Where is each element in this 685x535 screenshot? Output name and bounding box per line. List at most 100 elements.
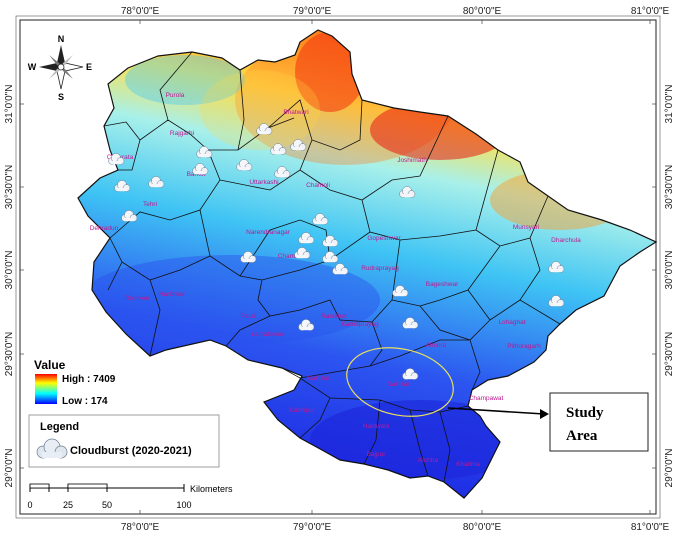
cloud-icon [392, 285, 409, 297]
place-label: Nainital [387, 381, 409, 388]
coord-label-left: 31°0'0"N [4, 85, 15, 124]
place-label: Karnaprayag [341, 321, 379, 328]
scale-tick-50: 50 [102, 500, 112, 510]
coord-label-right: 29°30'0"N [664, 332, 675, 377]
place-label: Kashipur [289, 407, 315, 414]
coordinate-grid: 78°0'0"E 79°0'0"E 80°0'0"E 81°0'0"E 78°0'0"E… [4, 6, 675, 533]
cloud-icon [294, 247, 311, 259]
legend-item-label: Cloudburst (2020-2021) [70, 445, 192, 457]
study-area-arrow-line [447, 407, 545, 415]
study-area-arrowhead [540, 409, 549, 419]
cloud-icon [322, 235, 339, 247]
study-area-line1: Study [566, 405, 604, 421]
coord-label-bottom: 78°0'0"E [121, 522, 160, 533]
compass-w: W [28, 62, 37, 72]
place-labels: PurolaBhatwariRajgarhiChakrataJoshimathB… [90, 92, 581, 468]
place-label: Chamba [278, 253, 303, 260]
legend-box: Legend Cloudburst (2020-2021) [28, 414, 220, 468]
place-label: Khatima [456, 461, 480, 468]
place-label: Dharchula [551, 237, 581, 244]
place-label: Pauri [240, 313, 255, 320]
map-frame-outer [15, 15, 661, 519]
cloud-icon [290, 139, 307, 151]
scale-bar: 0 25 50 100 Kilometers [27, 483, 233, 510]
coord-label-left: 29°0'0"N [4, 449, 15, 488]
value-legend-title: Value [34, 358, 66, 372]
value-legend: Value High : 7409 Low : 174 [34, 358, 116, 407]
cloud-icon [312, 213, 329, 225]
cloud-icon [548, 295, 565, 307]
coord-label-top: 80°0'0"E [463, 6, 502, 17]
cloud-icon [322, 251, 339, 263]
study-area-ellipse [346, 347, 454, 417]
place-label: Roorkee [125, 295, 150, 302]
coord-label-left: 30°0'0"N [4, 251, 15, 290]
place-label: Bageshwar [426, 281, 459, 288]
map-frame [19, 19, 657, 515]
cloud-icon [240, 251, 257, 263]
value-legend-high: High : 7409 [62, 374, 116, 385]
place-label: Kichha [418, 457, 438, 464]
place-label: Lansdowne [251, 331, 285, 338]
study-area-box: Study Area [549, 392, 649, 452]
value-legend-low: Low : 174 [62, 396, 108, 407]
cloud-icon [192, 163, 209, 175]
cloud-icon [298, 319, 315, 331]
scale-tick-100: 100 [176, 500, 191, 510]
cloud-icon [121, 210, 138, 222]
scale-tick-25: 25 [63, 500, 73, 510]
state-outline [77, 29, 658, 499]
place-label: Dehradun [90, 225, 119, 232]
place-label: Gopeshwar [367, 235, 401, 242]
place-label: Lohaghat [498, 319, 525, 326]
place-label: Rajgarhi [170, 130, 194, 137]
cloud-icon [399, 186, 416, 198]
cloud-icon [108, 153, 125, 165]
place-label: Narendranagar [246, 229, 291, 236]
cloud-icon [236, 159, 253, 171]
coord-label-left: 29°30'0"N [4, 332, 15, 377]
compass-s: S [58, 92, 64, 102]
coord-label-bottom: 81°0'0"E [631, 522, 670, 533]
place-label: Chamoli [306, 182, 330, 189]
coord-label-bottom: 80°0'0"E [463, 522, 502, 533]
cloud-icon [332, 263, 349, 275]
north-arrow: N S E W [28, 34, 92, 102]
legend-title: Legend [40, 421, 79, 433]
cloud-icon [402, 317, 419, 329]
coord-label-left: 30°30'0"N [4, 165, 15, 210]
coord-label-top: 81°0'0"E [631, 6, 670, 17]
place-label: Ranikhet [321, 313, 347, 320]
place-label: Almora [426, 342, 447, 349]
place-label: Bajpur [367, 451, 387, 458]
cloud-icon [402, 368, 419, 380]
coord-label-right: 31°0'0"N [664, 85, 675, 124]
place-label: Rudraprayag [361, 265, 399, 272]
place-label: Nainital [307, 375, 329, 382]
place-label: Champawat [469, 395, 504, 402]
place-label: Uttarkashi [249, 179, 278, 186]
district-boundaries [103, 51, 561, 483]
scale-tick-0: 0 [27, 500, 32, 510]
cloudburst-markers [108, 123, 565, 380]
cloud-icon [548, 261, 565, 273]
value-legend-ramp [35, 374, 57, 404]
cloud-icon [114, 180, 131, 192]
scale-unit: Kilometers [190, 484, 233, 494]
place-label: Bhatwari [283, 109, 308, 116]
compass-n: N [58, 34, 65, 44]
cloud-icon [270, 143, 287, 155]
place-label: Tehri [143, 201, 157, 208]
coord-label-right: 30°30'0"N [664, 165, 675, 210]
cloud-icon [298, 232, 315, 244]
cloud-icon [256, 123, 273, 135]
coord-label-right: 29°0'0"N [664, 449, 675, 488]
cloud-icon [274, 166, 291, 178]
cloud-icon [148, 176, 165, 188]
place-label: Joshimath [397, 157, 427, 164]
coord-label-top: 78°0'0"E [121, 6, 160, 17]
study-area-line2: Area [566, 428, 598, 444]
compass-e: E [86, 62, 92, 72]
cloud-icon [196, 146, 213, 158]
